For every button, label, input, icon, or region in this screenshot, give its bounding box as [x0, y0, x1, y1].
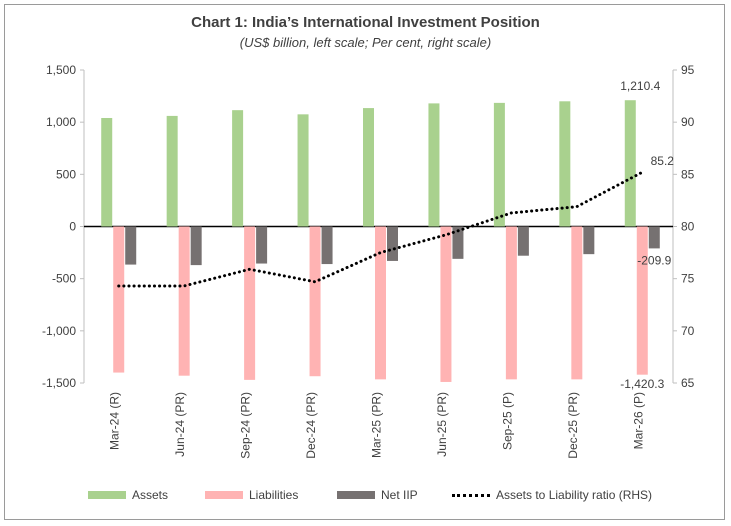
x-tick-label: Sep-25 (P) — [500, 392, 514, 450]
bar-assets — [297, 114, 309, 227]
left-tick-label: -1,000 — [42, 324, 76, 338]
bar-net-iip — [387, 226, 398, 261]
data-label-liabilities: -1,420.3 — [620, 377, 664, 391]
bar-assets — [232, 110, 244, 227]
legend-swatch-net-iip — [337, 491, 375, 499]
right-tick-label: 95 — [681, 63, 695, 77]
legend-label-net-iip: Net IIP — [381, 488, 418, 502]
bar-net-iip — [583, 226, 595, 255]
left-tick-label: 1,000 — [46, 115, 76, 129]
x-tick-label: Mar-24 (R) — [108, 392, 122, 450]
bar-liabilities — [440, 226, 452, 382]
legend-swatch-assets — [88, 491, 126, 499]
legend-item-ratio: Assets to Liability ratio (RHS) — [452, 488, 652, 502]
x-tick-label: Mar-26 (P) — [631, 392, 645, 449]
x-tick-label: Sep-24 (PR) — [239, 392, 253, 459]
x-tick-label: Dec-24 (PR) — [304, 392, 318, 459]
bar-assets — [624, 100, 636, 227]
legend-swatch-liabilities — [205, 491, 243, 499]
right-tick-label: 80 — [681, 220, 695, 234]
left-tick-label: -1,500 — [42, 376, 76, 390]
x-tick-label: Mar-25 (PR) — [370, 392, 384, 458]
bar-liabilities — [113, 226, 125, 373]
legend-item-liabilities: Liabilities — [205, 488, 298, 502]
bar-assets — [363, 108, 374, 227]
chart-subtitle: (US$ billion, left scale; Per cent, righ… — [239, 35, 492, 50]
data-label-ratio: 85.2 — [651, 154, 675, 168]
x-tick-label: Jun-24 (PR) — [173, 392, 187, 457]
data-label-assets: 1,210.4 — [620, 79, 660, 93]
right-tick-label: 75 — [681, 272, 695, 286]
right-tick-label: 90 — [681, 115, 695, 129]
data-label-net-iip: -209.9 — [637, 253, 671, 267]
bar-assets — [493, 102, 505, 227]
legend-item-assets: Assets — [88, 488, 168, 502]
bar-assets — [166, 115, 178, 227]
x-tick-label: Dec-25 (PR) — [566, 392, 580, 459]
bar-liabilities — [375, 226, 386, 380]
left-tick-label: 1,500 — [46, 63, 76, 77]
bar-net-iip — [648, 226, 660, 249]
bar-liabilities — [244, 226, 256, 380]
bar-net-iip — [256, 226, 268, 264]
right-tick-label: 85 — [681, 167, 695, 181]
bar-assets — [559, 101, 571, 227]
bar-liabilities — [505, 226, 517, 380]
bar-net-iip — [125, 226, 137, 265]
bar-assets — [101, 117, 113, 227]
left-tick-label: -500 — [52, 272, 76, 286]
bar-assets — [428, 103, 440, 227]
left-tick-label: 0 — [69, 220, 76, 234]
legend-label-ratio: Assets to Liability ratio (RHS) — [496, 488, 653, 502]
bar-net-iip — [517, 226, 529, 256]
right-tick-label: 70 — [681, 324, 695, 338]
legend-item-net-iip: Net IIP — [337, 488, 418, 502]
legend-label-liabilities: Liabilities — [249, 488, 299, 502]
legend-swatch-ratio — [452, 493, 490, 497]
legend-label-assets: Assets — [132, 488, 169, 502]
bar-liabilities — [178, 226, 190, 376]
left-tick-label: 500 — [56, 167, 76, 181]
bar-net-iip — [190, 226, 202, 266]
x-tick-label: Jun-25 (PR) — [435, 392, 449, 457]
bar-net-iip — [321, 226, 333, 265]
chart-title: Chart 1: India’s International Investmen… — [191, 14, 540, 31]
bar-net-iip — [452, 226, 464, 259]
bar-liabilities — [571, 226, 583, 380]
right-tick-label: 65 — [681, 376, 695, 390]
legend: Assets Liabilities Net IIP Assets to Lia… — [0, 488, 731, 508]
ratio-line — [117, 170, 644, 288]
bar-liabilities — [636, 226, 648, 375]
bar-liabilities — [309, 226, 321, 377]
